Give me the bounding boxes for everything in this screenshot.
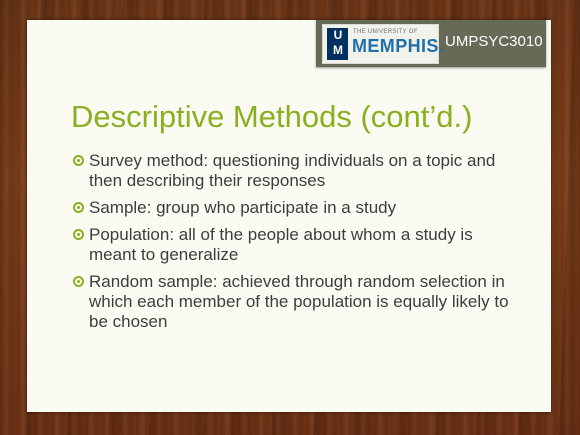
bullet-list: Survey method: questioning individuals o… bbox=[71, 151, 511, 339]
slide-title: Descriptive Methods (cont’d.) bbox=[71, 99, 473, 134]
logo-letter-m: M bbox=[333, 43, 343, 57]
bullet-item: Sample: group who participate in a study bbox=[71, 198, 511, 218]
um-logo-mark: U M bbox=[327, 28, 348, 60]
bullet-item: Survey method: questioning individuals o… bbox=[71, 151, 511, 191]
logo-letter-u: U bbox=[333, 28, 343, 42]
bullet-text: Population: all of the people about whom… bbox=[89, 225, 473, 264]
bullet-text: Sample: group who participate in a study bbox=[89, 198, 397, 217]
ring-bullet-icon bbox=[73, 276, 84, 287]
bullet-item: Random sample: achieved through random s… bbox=[71, 272, 511, 332]
ring-bullet-icon bbox=[73, 229, 84, 240]
slide-panel: U M THE UNIVERSITY OF MEMPHIS. UMPSYC301… bbox=[27, 20, 551, 412]
university-small-label: THE UNIVERSITY OF bbox=[353, 29, 418, 35]
university-name: MEMPHIS. bbox=[352, 36, 445, 56]
bullet-text: Survey method: questioning individuals o… bbox=[89, 151, 496, 190]
bullet-item: Population: all of the people about whom… bbox=[71, 225, 511, 265]
bullet-text: Random sample: achieved through random s… bbox=[89, 272, 509, 331]
course-code: UMPSYC3010 bbox=[445, 33, 543, 50]
course-banner: U M THE UNIVERSITY OF MEMPHIS. UMPSYC301… bbox=[316, 20, 546, 67]
ring-bullet-icon bbox=[73, 202, 84, 213]
ring-bullet-icon bbox=[73, 155, 84, 166]
university-logo: U M THE UNIVERSITY OF MEMPHIS. bbox=[322, 24, 444, 64]
